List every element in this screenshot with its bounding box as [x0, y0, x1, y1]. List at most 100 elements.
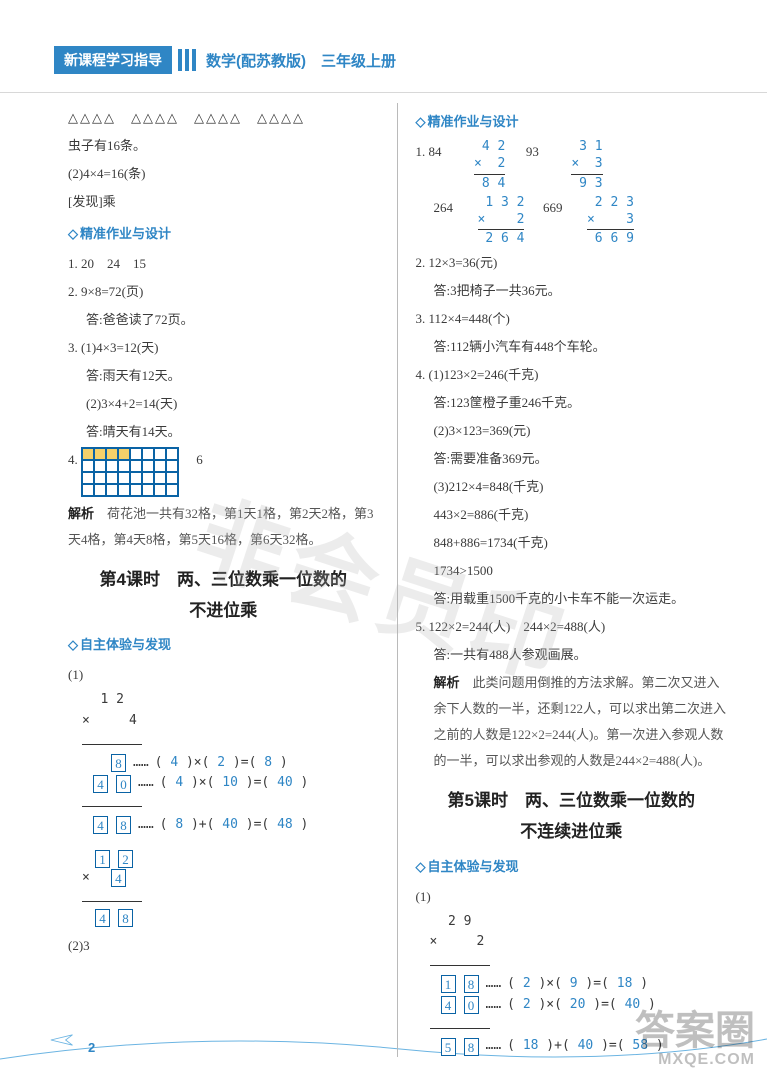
box: 4: [93, 816, 108, 834]
rule-line: [430, 965, 490, 966]
corner-logo: 答案圈 MXQE.COM: [635, 1011, 755, 1069]
box: 0: [464, 996, 479, 1014]
page-number: 2: [88, 1040, 95, 1055]
vmul: 1 3 2 × 2 2 6 4: [478, 195, 525, 249]
box: 1: [95, 850, 110, 868]
header-title: 数学(配苏教版) 三年级上册: [206, 50, 396, 71]
rq4h: 1734>1500: [416, 558, 728, 584]
section-heading: 自主体验与发现: [68, 632, 379, 658]
q4-label: 4.: [68, 452, 78, 467]
rule-line: [82, 901, 142, 902]
expr: ( 8 )+( 40 )=( 48 ): [160, 815, 309, 836]
rq5b: 答:一共有488人参观画展。: [416, 642, 728, 668]
worked-example-1b: 12 ×4 48: [82, 850, 379, 928]
expr: ( 4 )×( 10 )=( 40 ): [160, 773, 309, 794]
section-heading: 精准作业与设计: [68, 221, 379, 247]
rq4c: (2)3×123=369(元): [416, 418, 728, 444]
rq2b: 答:3把椅子一共36元。: [416, 278, 728, 304]
lotus-grid: [81, 447, 179, 497]
plain-num: 264: [434, 200, 454, 215]
box: 8: [118, 909, 133, 927]
q3b: 答:雨天有12天。: [68, 363, 379, 389]
page-header: 新课程学习指导 数学(配苏教版) 三年级上册: [0, 0, 767, 93]
dots: ……: [133, 753, 149, 774]
rq4g: 848+886=1734(千克): [416, 530, 728, 556]
q3d: 答:晴天有14天。: [68, 419, 379, 445]
title-l2: 不进位乘: [68, 596, 379, 627]
vmul: 3 1 × 3 9 3: [571, 139, 602, 193]
rq4e: (3)212×4=848(千克): [416, 474, 728, 500]
right-column: 精准作业与设计 1. 84 4 2 × 2 8 4 93 3 1 × 3 9: [398, 103, 728, 1057]
explain-text: 此类问题用倒推的方法求解。第二次又进入余下人数的一半，还剩122人，可以求出第二…: [434, 675, 727, 768]
paper-plane-icon: [50, 1033, 76, 1051]
rq4f: 443×2=886(千克): [416, 502, 728, 528]
rq3b: 答:112辆小汽车有448个车轮。: [416, 334, 728, 360]
rq4i: 答:用载重1500千克的小卡车不能一次运走。: [416, 586, 728, 612]
rq4d: 答:需要准备369元。: [416, 446, 728, 472]
box: 0: [116, 775, 131, 793]
w1-top: 1 2: [82, 690, 124, 711]
content-columns: △△△△ △△△△ △△△△ △△△△ 虫子有16条。 (2)4×4=16(条)…: [0, 103, 767, 1057]
title-l2: 不连续进位乘: [416, 817, 728, 848]
triangle-row: △△△△ △△△△ △△△△ △△△△: [68, 105, 379, 131]
logo-text: 答案圈: [635, 1011, 755, 1051]
box: 8: [464, 975, 479, 993]
section-heading: 自主体验与发现: [416, 854, 728, 880]
box: 4: [93, 775, 108, 793]
box: 8: [464, 1038, 479, 1056]
expr: ( 4 )×( 2 )=( 8 ): [155, 753, 288, 774]
rule-line: [82, 744, 142, 745]
vmul: 4 2 × 2 8 4: [474, 139, 505, 193]
q3c: (2)3×4+2=14(天): [68, 391, 379, 417]
box: 4: [111, 869, 126, 887]
explain-label: 解析: [68, 506, 94, 521]
box: 4: [95, 909, 110, 927]
q3a: 3. (1)4×3=12(天): [68, 335, 379, 361]
box: 5: [441, 1038, 456, 1056]
work-r-label: (1): [416, 884, 728, 910]
box: 1: [441, 975, 456, 993]
q2b: 答:爸爸读了72页。: [68, 307, 379, 333]
rq2a: 2. 12×3=36(元): [416, 250, 728, 276]
dots: ……: [486, 974, 502, 995]
tail: (2)3: [68, 933, 379, 959]
section-heading: 精准作业与设计: [416, 109, 728, 135]
box: 8: [111, 754, 126, 772]
header-badge: 新课程学习指导: [54, 46, 172, 74]
plain-num: 1. 84: [416, 144, 442, 159]
dots: ……: [486, 1036, 502, 1057]
page: 新课程学习指导 数学(配苏教版) 三年级上册 △△△△ △△△△ △△△△ △△…: [0, 0, 767, 1081]
q1: 1. 20 24 15: [68, 251, 379, 277]
explain-text: 荷花池一共有32格，第1天1格，第2天2格，第3天4格，第4天8格，第5天16格…: [68, 506, 374, 547]
rule-line: [82, 806, 142, 807]
title-l1: 第4课时 两、三位数乘一位数的: [68, 565, 379, 596]
rq4a: 4. (1)123×2=246(千克): [416, 362, 728, 388]
plain-num: 93: [526, 144, 539, 159]
box: 8: [116, 816, 131, 834]
expr: ( 2 )×( 9 )=( 18 ): [507, 974, 648, 995]
plain-num: 669: [543, 200, 563, 215]
text-line: (2)4×4=16(条): [68, 161, 379, 187]
vmul: 2 2 3 × 3 6 6 9: [587, 195, 634, 249]
rq5a: 5. 122×2=244(人) 244×2=488(人): [416, 614, 728, 640]
work1-label: (1): [68, 662, 379, 688]
wr-mult: × 2: [430, 932, 472, 953]
logo-url: MXQE.COM: [635, 1051, 755, 1069]
q4-row: 4. 6: [68, 447, 379, 497]
box: 2: [118, 850, 133, 868]
text-line: 虫子有16条。: [68, 133, 379, 159]
q4-num: 6: [196, 452, 203, 467]
r-row2: 264 1 3 2 × 2 2 6 4 669 2 2 3 × 3 6 6 9: [416, 195, 728, 249]
rq4b: 答:123筐橙子重246千克。: [416, 390, 728, 416]
q4-explain: 解析 荷花池一共有32格，第1天1格，第2天2格，第3天4格，第4天8格，第5天…: [68, 501, 379, 553]
w1-mult: × 4: [82, 711, 124, 732]
title-l1: 第5课时 两、三位数乘一位数的: [416, 786, 728, 817]
dots: ……: [486, 995, 502, 1016]
worked-example-1: 1 2 × 4 8 …… ( 4 )×( 2 )=( 8 ) 40 …… ( 4…: [82, 690, 379, 836]
text-line: [发现]乘: [68, 189, 379, 215]
dots: ……: [138, 815, 154, 836]
lesson4-title: 第4课时 两、三位数乘一位数的 不进位乘: [68, 565, 379, 626]
q2a: 2. 9×8=72(页): [68, 279, 379, 305]
rule-line: [430, 1028, 490, 1029]
explain-label: 解析: [434, 675, 460, 690]
